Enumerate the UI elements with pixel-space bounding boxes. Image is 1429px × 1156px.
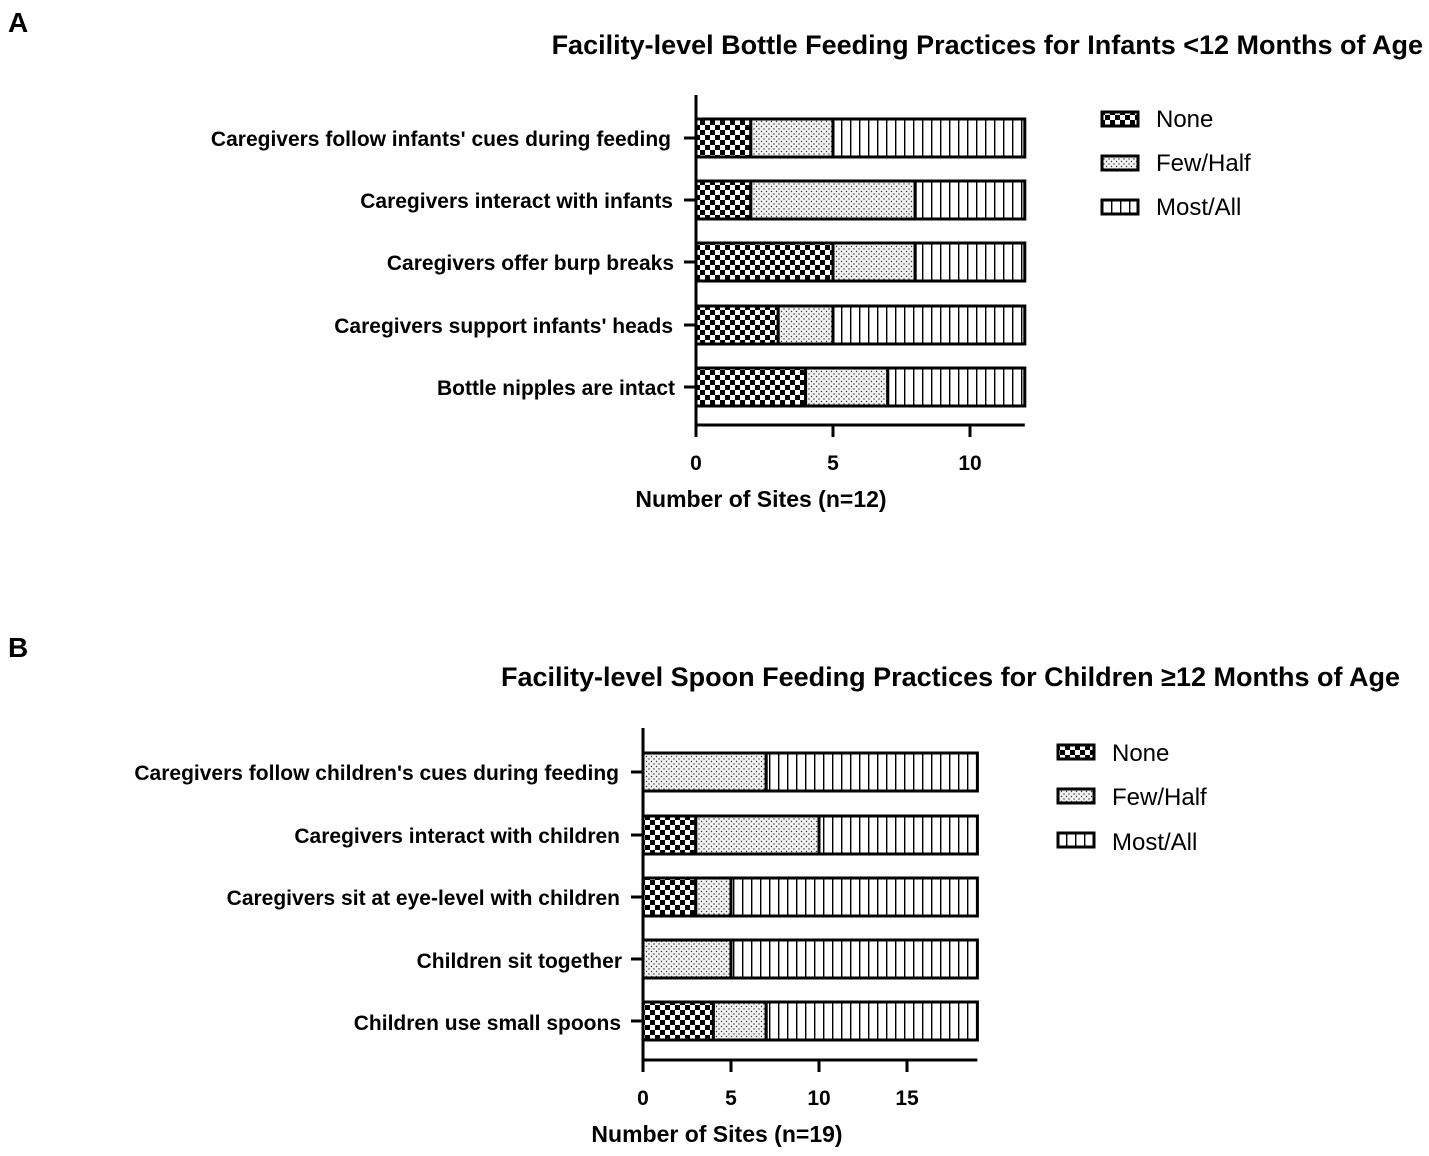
category-label: Caregivers offer burp breaks [387, 252, 674, 275]
bar-segment-few-half [711, 1000, 768, 1042]
category-label: Caregivers interact with infants [360, 190, 673, 213]
legend-label-most-all: Most/All [1112, 829, 1197, 856]
bar-segment-most-all [817, 814, 979, 856]
legend-label-few-half: Few/Half [1156, 150, 1251, 177]
bar-segment-most-all [729, 876, 979, 918]
legend-swatch-most-all [1100, 198, 1140, 216]
category-label: Caregivers interact with children [294, 825, 620, 848]
legend-swatch-few-half [1056, 787, 1096, 805]
legend-label-most-all: Most/All [1156, 194, 1241, 221]
category-label: Caregivers sit at eye-level with childre… [227, 887, 620, 910]
bar-segment-most-all [886, 366, 1027, 408]
category-label: Bottle nipples are intact [437, 377, 675, 400]
bar-segment-none [641, 814, 698, 856]
bar-segment-few-half [641, 751, 768, 793]
bar-segment-none [694, 117, 753, 159]
bar-segment-few-half [694, 814, 821, 856]
bar-segment-few-half [749, 117, 835, 159]
chart-title: Facility-level Spoon Feeding Practices f… [501, 662, 1400, 692]
x-ticks: 0 5 10 [690, 425, 982, 475]
legend-label-none: None [1112, 740, 1169, 767]
bar-segment-few-half [694, 876, 733, 918]
chart-title: Facility-level Bottle Feeding Practices … [552, 30, 1423, 60]
x-tick-label: 10 [807, 1087, 830, 1110]
legend-label-few-half: Few/Half [1112, 784, 1207, 811]
legend-swatch-none [1100, 110, 1140, 128]
category-label: Caregivers support infants' heads [334, 315, 673, 338]
bar-segment-few-half [641, 938, 733, 980]
x-tick-label: 0 [637, 1087, 649, 1110]
chart-panel-b: B Facility-level Spoon Feeding Practices… [8, 632, 1400, 1147]
legend-swatch-none [1056, 743, 1096, 761]
legend: None Few/Half Most/All [1056, 740, 1207, 856]
bar-segment-none [694, 304, 780, 346]
bars [694, 117, 1027, 408]
legend: None Few/Half Most/All [1100, 106, 1251, 221]
bars [641, 751, 979, 1042]
x-tick-label: 15 [895, 1087, 919, 1110]
legend-swatch-most-all [1056, 831, 1096, 849]
bar-segment-none [694, 241, 835, 283]
legend-swatch-few-half [1100, 154, 1140, 172]
bar-segment-few-half [804, 366, 890, 408]
bar-segment-few-half [776, 304, 835, 346]
bar-segment-most-all [764, 751, 979, 793]
bar-segment-most-all [913, 241, 1027, 283]
x-axis-title: Number of Sites (n=12) [635, 486, 886, 512]
bar-segment-most-all [729, 938, 979, 980]
chart-panel-a: A Facility-level Bottle Feeding Practice… [8, 7, 1423, 512]
bar-segment-most-all [913, 179, 1027, 221]
category-label: Caregivers follow infants' cues during f… [211, 128, 671, 151]
x-ticks: 0 5 10 15 [637, 1060, 919, 1110]
bar-segment-few-half [749, 179, 917, 221]
category-label: Children use small spoons [354, 1012, 621, 1035]
bar-segment-none [641, 876, 698, 918]
category-label: Caregivers follow children's cues during… [134, 762, 619, 785]
x-axis-title: Number of Sites (n=19) [591, 1121, 842, 1147]
bar-segment-none [641, 1000, 715, 1042]
axes [631, 728, 978, 1062]
category-labels: Caregivers follow infants' cues during f… [211, 128, 675, 400]
legend-label-none: None [1156, 106, 1213, 133]
bar-segment-most-all [764, 1000, 979, 1042]
x-tick-label: 10 [958, 452, 981, 475]
category-labels: Caregivers follow children's cues during… [134, 762, 622, 1035]
bar-segment-most-all [831, 117, 1027, 159]
x-tick-label: 5 [827, 452, 839, 475]
category-label: Children sit together [417, 950, 622, 973]
bar-segment-few-half [831, 241, 917, 283]
bar-segment-none [694, 179, 753, 221]
panel-letter-a: A [8, 7, 28, 38]
panel-letter-b: B [8, 632, 28, 663]
bar-segment-most-all [831, 304, 1027, 346]
x-tick-label: 0 [690, 452, 702, 475]
x-tick-label: 5 [725, 1087, 737, 1110]
bar-segment-none [694, 366, 808, 408]
